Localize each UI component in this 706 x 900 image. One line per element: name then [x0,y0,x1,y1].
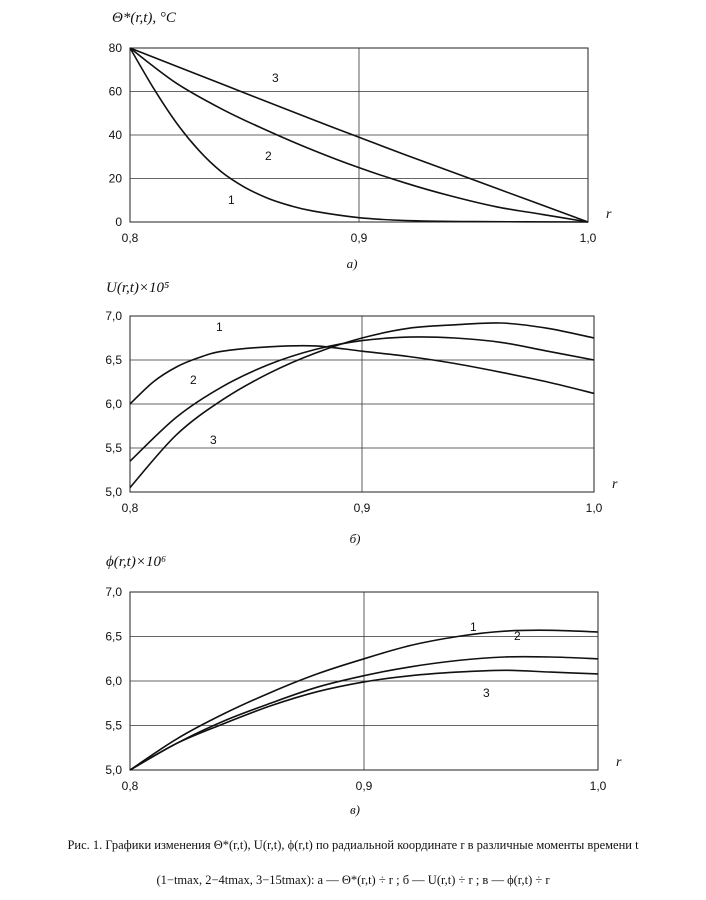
x-axis-title: r [616,755,622,770]
x-tick-label: 1,0 [590,779,607,793]
chart-2: 5,0 5,5 6,0 6,5 7,0 0,8 0,9 1,0 1 2 3 U(r,t)×10⁵ r б) [105,280,618,546]
y-tick-label: 5,0 [105,485,122,499]
figure-caption-line-1: Рис. 1. Графики изменения Θ*(r,t), U(r,t… [67,838,639,852]
series-line-3 [129,669,599,771]
series-label-1: 1 [216,320,223,334]
y-tick-label: 60 [109,85,123,99]
series-line-2 [129,655,599,771]
x-tick-label: 0,9 [351,231,368,245]
series-label-2: 2 [190,373,197,387]
y-axis-title: U(r,t)×10⁵ [106,280,169,296]
y-tick-label: 7,0 [105,585,122,599]
chart-subtitle: а) [347,256,358,271]
y-tick-label: 6,0 [105,397,122,411]
figure-caption-line-2: (1−tmax, 2−4tmax, 3−15tmax): а — Θ*(r,t)… [156,873,550,887]
series-line-3 [129,322,595,489]
series-line-1 [129,629,599,771]
series-label-1: 1 [470,620,477,634]
y-tick-label: 5,5 [105,719,122,733]
y-tick-label: 0 [115,215,122,229]
x-axis-title: r [606,207,612,222]
series-line-2 [129,47,589,223]
series-line-2 [129,336,595,462]
series-line-1 [129,344,595,405]
chart-subtitle: в) [350,802,360,817]
x-tick-label: 0,8 [122,501,139,515]
series-label-3: 3 [272,71,279,85]
x-tick-label: 0,8 [122,779,139,793]
x-tick-label: 0,9 [356,779,373,793]
series-label-1: 1 [228,193,235,207]
y-tick-label: 5,5 [105,441,122,455]
x-tick-label: 0,9 [354,501,371,515]
y-tick-label: 5,0 [105,763,122,777]
series-line-3 [129,47,589,223]
y-tick-label: 6,5 [105,630,122,644]
y-tick-label: 80 [109,41,123,55]
chart-subtitle: б) [350,531,361,546]
x-tick-label: 1,0 [586,501,603,515]
series-label-3: 3 [483,686,490,700]
series-label-2: 2 [514,629,521,643]
chart-3: 5,0 5,5 6,0 6,5 7,0 0,8 0,9 1,0 1 2 3 ϕ(r,t)×10⁶ r в) [105,554,622,817]
x-tick-label: 0,8 [122,231,139,245]
y-tick-label: 6,5 [105,353,122,367]
series-label-3: 3 [210,433,217,447]
y-axis-title: ϕ(r,t)×10⁶ [106,554,166,570]
x-tick-label: 1,0 [580,231,597,245]
y-tick-label: 7,0 [105,309,122,323]
y-tick-label: 40 [109,128,123,142]
series-line-1 [129,47,589,223]
x-axis-title: r [612,477,618,492]
chart-1: 0 20 40 60 80 0,8 0,9 1,0 1 2 3 Θ*(r,t), °C r а) [109,10,612,271]
y-tick-label: 20 [109,172,123,186]
y-axis-title: Θ*(r,t), °C [112,10,177,26]
y-tick-label: 6,0 [105,674,122,688]
series-label-2: 2 [265,149,272,163]
